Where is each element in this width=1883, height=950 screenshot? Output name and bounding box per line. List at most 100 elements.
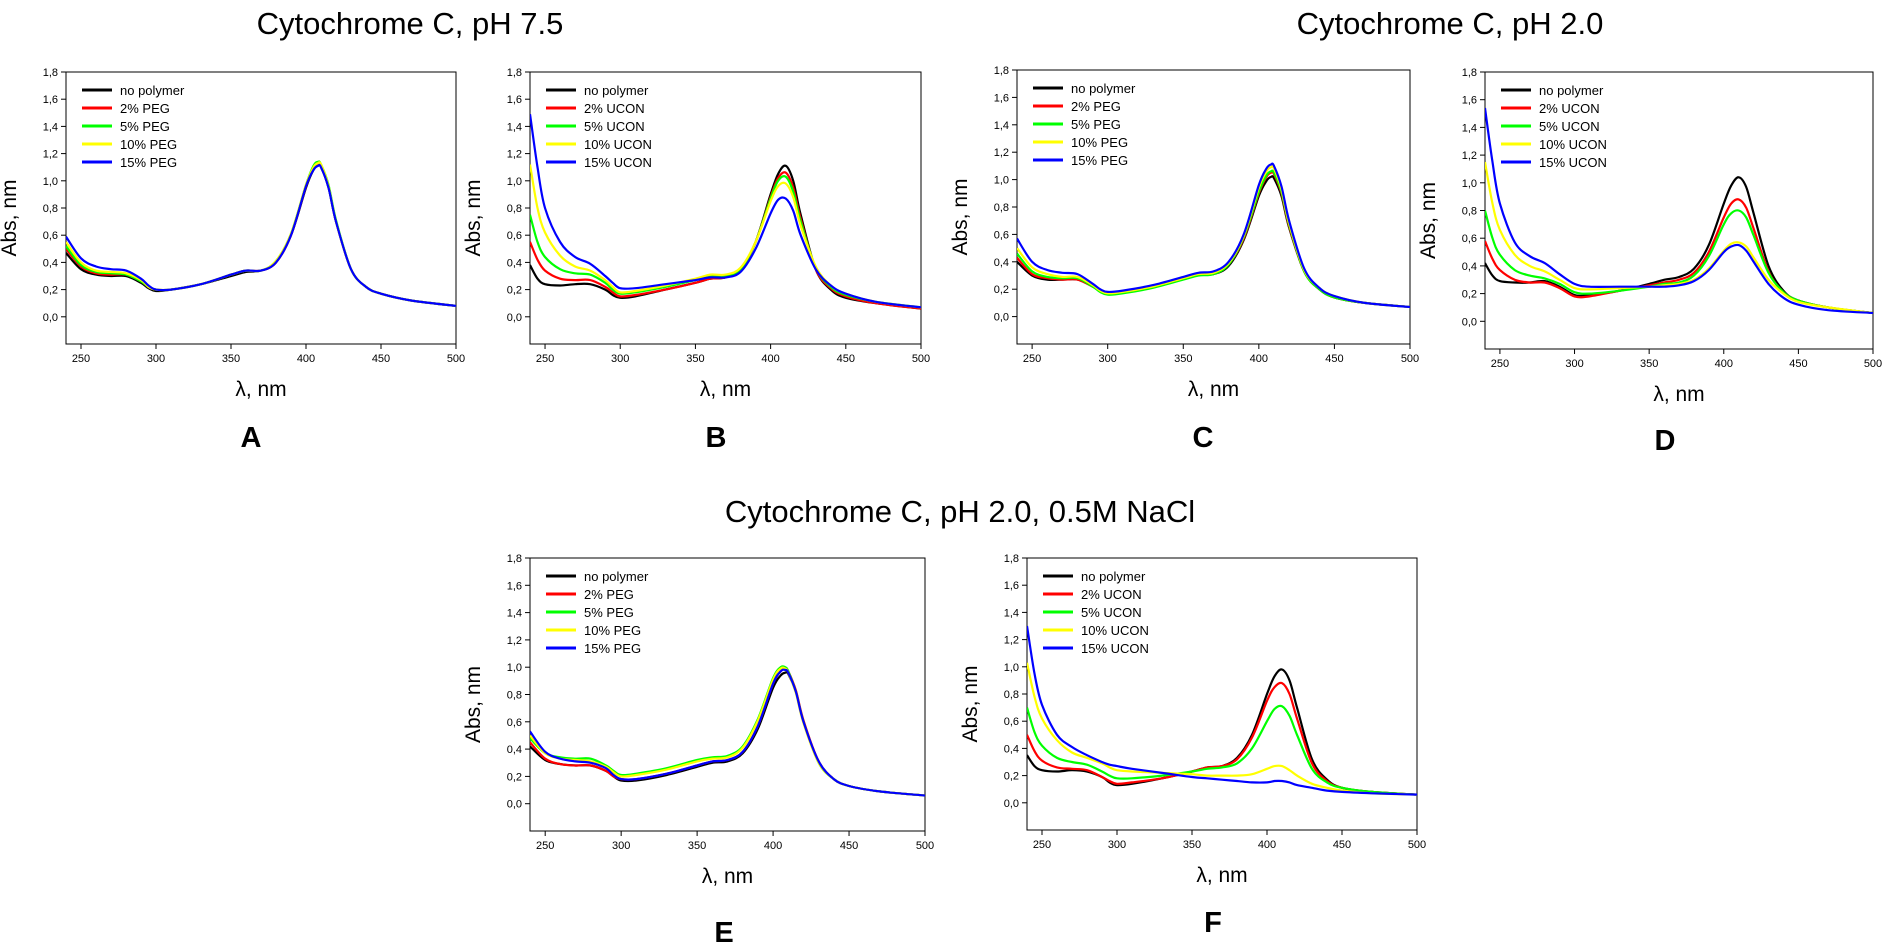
y-tick-label: 1,8 [1004,553,1019,565]
panel-letter-f: F [1204,907,1222,939]
y-tick-label: 0,8 [1004,689,1019,701]
panel-letter-b: B [705,422,727,454]
y-tick-label: 1,8 [507,553,522,565]
y-tick-label: 1,4 [994,120,1009,132]
x-tick-label: 250 [1033,839,1051,851]
series-line [530,164,921,309]
y-tick-label: 1,8 [994,65,1009,77]
y-tick-label: 0,0 [43,312,58,324]
x-tick-label: 250 [536,353,554,365]
y-tick-label: 1,8 [507,67,522,79]
y-tick-label: 1,6 [1004,580,1019,592]
x-tick-label: 500 [1864,358,1882,370]
x-tick-label: 250 [72,353,90,365]
y-tick-label: 0,6 [507,230,522,242]
x-axis-title: λ, nm [235,378,286,401]
series-line [1485,107,1873,315]
legend-entry: 2% UCON [1081,587,1142,602]
series-group [530,114,921,310]
series-group [66,160,456,307]
y-tick-label: 1,4 [1462,122,1477,134]
y-tick-label: 1,6 [507,94,522,106]
y-tick-label: 1,6 [994,92,1009,104]
y-tick-label: 1,2 [994,147,1009,159]
panel-letter-c: C [1192,422,1214,454]
series-line [1027,704,1417,796]
legend-entry: no polymer [1539,83,1604,98]
x-tick-label: 350 [1183,839,1201,851]
y-axis-title: Abs, nm [959,665,982,742]
y-axis-title: Abs, nm [1417,182,1440,259]
legend-entry: no polymer [584,569,649,584]
x-tick-label: 250 [536,840,554,852]
series-group [530,665,925,797]
series-line [1027,681,1417,796]
y-axis-title: Abs, nm [0,179,21,256]
legend-entry: no polymer [120,83,185,98]
legend-entry: 10% UCON [584,137,652,152]
x-tick-label: 450 [1325,353,1343,365]
series-line [66,163,456,307]
x-tick-label: 500 [1408,839,1426,851]
y-tick-label: 0,6 [507,717,522,729]
y-tick-label: 1,6 [507,580,522,592]
y-tick-label: 1,0 [1004,662,1019,674]
legend-entry: 15% UCON [584,155,652,170]
x-tick-label: 400 [1250,353,1268,365]
y-tick-label: 1,4 [1004,607,1019,619]
legend-entry: 10% PEG [120,137,177,152]
legend-entry: 10% PEG [584,623,641,638]
legend-entry: 15% PEG [120,155,177,170]
series-line [1485,209,1873,315]
series-line [1485,161,1873,315]
y-tick-label: 0,0 [507,312,522,324]
y-tick-label: 0,8 [43,203,58,215]
x-tick-label: 400 [764,840,782,852]
group-title-ph20: Cytochrome C, pH 2.0 [1296,6,1604,41]
y-tick-label: 0,4 [1462,261,1477,273]
x-tick-label: 300 [1099,353,1117,365]
series-line [1017,162,1410,309]
legend-entry: no polymer [584,83,649,98]
series-line [1027,625,1417,796]
x-tick-label: 350 [1174,353,1192,365]
y-tick-label: 1,2 [1462,150,1477,162]
x-tick-label: 450 [1789,358,1807,370]
x-tick-label: 400 [761,353,779,365]
legend-entry: no polymer [1081,569,1146,584]
y-tick-label: 1,4 [507,608,522,620]
y-tick-label: 1,2 [1004,635,1019,647]
x-tick-label: 400 [297,353,315,365]
group-title-ph75: Cytochrome C, pH 7.5 [256,6,564,41]
y-tick-label: 0,2 [1004,771,1019,783]
y-tick-label: 0,2 [994,284,1009,296]
y-tick-label: 0,6 [994,229,1009,241]
legend-entry: 15% UCON [1539,155,1607,170]
x-tick-label: 400 [1715,358,1733,370]
y-tick-label: 0,2 [507,771,522,783]
y-tick-label: 0,8 [507,690,522,702]
y-tick-label: 1,4 [43,121,58,133]
x-tick-label: 250 [1491,358,1509,370]
legend-entry: 5% PEG [1071,117,1121,132]
y-tick-label: 1,6 [1462,95,1477,107]
legend-entry: 15% PEG [1071,153,1128,168]
y-tick-label: 0,6 [1462,233,1477,245]
x-tick-label: 350 [222,353,240,365]
y-axis-title: Abs, nm [462,179,485,256]
x-tick-label: 500 [447,353,465,365]
panel-letter-e: E [714,917,734,949]
y-tick-label: 1,0 [43,176,58,188]
series-line [530,114,921,309]
y-tick-label: 0,0 [994,312,1009,324]
y-tick-label: 0,2 [43,285,58,297]
y-tick-label: 0,4 [507,744,522,756]
y-tick-label: 1,0 [507,176,522,188]
legend-entry: 5% UCON [584,119,645,134]
y-tick-label: 0,6 [1004,716,1019,728]
x-axis-title: λ, nm [1653,383,1704,406]
series-group [1027,625,1417,796]
